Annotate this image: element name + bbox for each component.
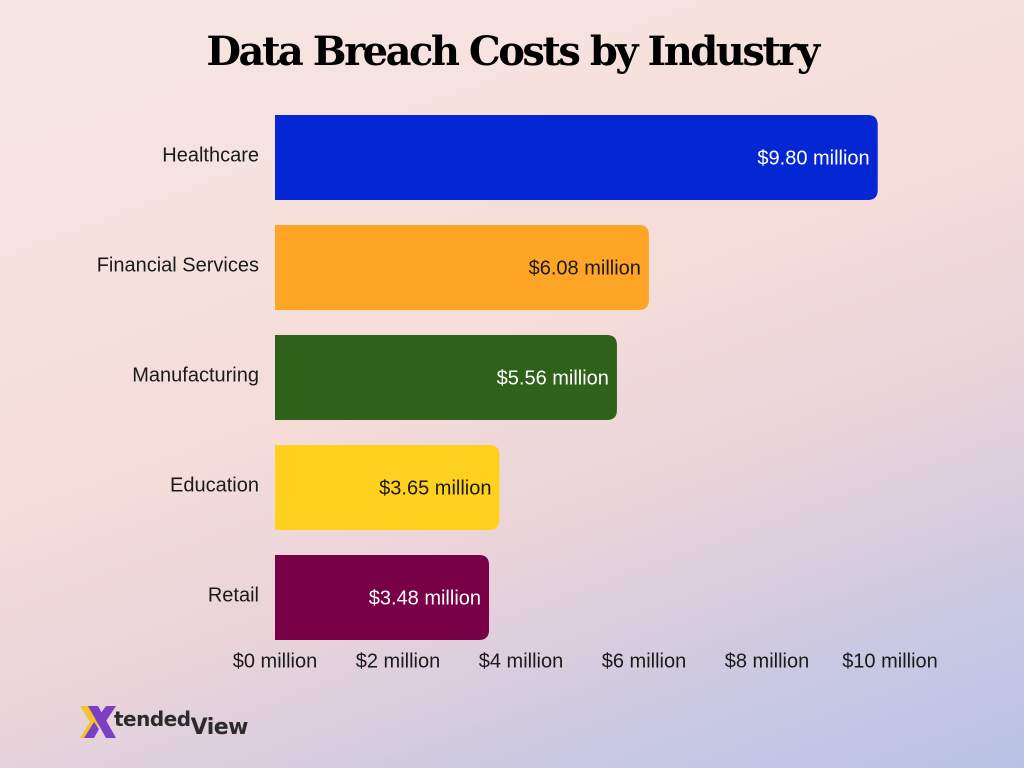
x-tick-label: $10 million <box>842 650 938 672</box>
category-labels: Healthcare Financial Services Manufacturin… <box>97 144 259 606</box>
category-label-manufacturing: Manufacturing <box>132 364 259 386</box>
xtendedview-logo: tendedView <box>78 702 249 742</box>
x-tick-label: $8 million <box>725 650 809 672</box>
bar-manufacturing <box>275 335 617 420</box>
x-tick-label: $2 million <box>356 650 440 672</box>
value-label-manufacturing: $5.56 million <box>497 367 609 389</box>
bars-group <box>275 115 878 640</box>
bar-healthcare <box>275 115 878 200</box>
x-logo-icon <box>80 706 116 738</box>
logo-wordmark: tendedView <box>114 707 249 740</box>
value-label-financial-services: $6.08 million <box>529 257 641 279</box>
x-axis-ticks: $0 million $2 million $4 million $6 million… <box>233 650 938 672</box>
category-label-education: Education <box>170 474 259 496</box>
logo-text-tended: tended <box>114 707 191 731</box>
category-label-retail: Retail <box>208 584 259 606</box>
x-tick-label: $6 million <box>602 650 686 672</box>
logo-text-view: View <box>190 715 249 740</box>
chart-title: Data Breach Costs by Industry <box>206 28 820 75</box>
value-label-retail: $3.48 million <box>369 587 481 609</box>
value-label-healthcare: $9.80 million <box>757 147 869 169</box>
category-label-healthcare: Healthcare <box>162 144 259 166</box>
value-labels: $9.80 million $6.08 million $5.56 million $… <box>369 147 870 609</box>
category-label-financial-services: Financial Services <box>97 254 259 276</box>
value-label-education: $3.65 million <box>379 477 491 499</box>
bar-retail <box>275 555 490 640</box>
x-tick-label: $0 million <box>233 650 317 672</box>
x-tick-label: $4 million <box>479 650 563 672</box>
bar-education <box>275 445 500 530</box>
bar-financial-services <box>275 225 649 310</box>
